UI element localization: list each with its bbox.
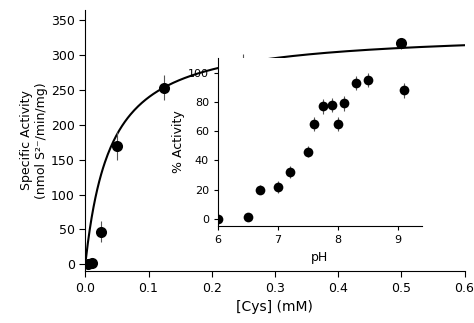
Y-axis label: % Activity: % Activity — [172, 111, 185, 173]
X-axis label: pH: pH — [311, 251, 328, 264]
Y-axis label: Specific Activity
(nmol S²⁻/min/mg): Specific Activity (nmol S²⁻/min/mg) — [20, 82, 48, 199]
X-axis label: [Cys] (mM): [Cys] (mM) — [237, 300, 313, 314]
